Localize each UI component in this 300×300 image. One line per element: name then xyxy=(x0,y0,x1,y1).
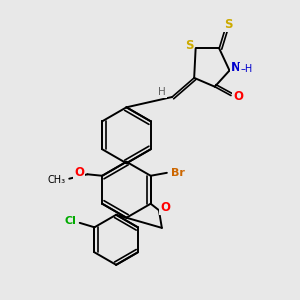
Text: Br: Br xyxy=(171,168,185,178)
Text: Cl: Cl xyxy=(64,215,76,226)
Text: O: O xyxy=(233,91,243,103)
Text: O: O xyxy=(74,166,84,179)
Text: H: H xyxy=(158,87,166,97)
Text: CH₃: CH₃ xyxy=(48,175,66,185)
Text: S: S xyxy=(224,18,233,32)
Text: –H: –H xyxy=(241,64,253,74)
Text: O: O xyxy=(160,201,170,214)
Text: N: N xyxy=(231,61,241,74)
Text: S: S xyxy=(185,39,194,52)
